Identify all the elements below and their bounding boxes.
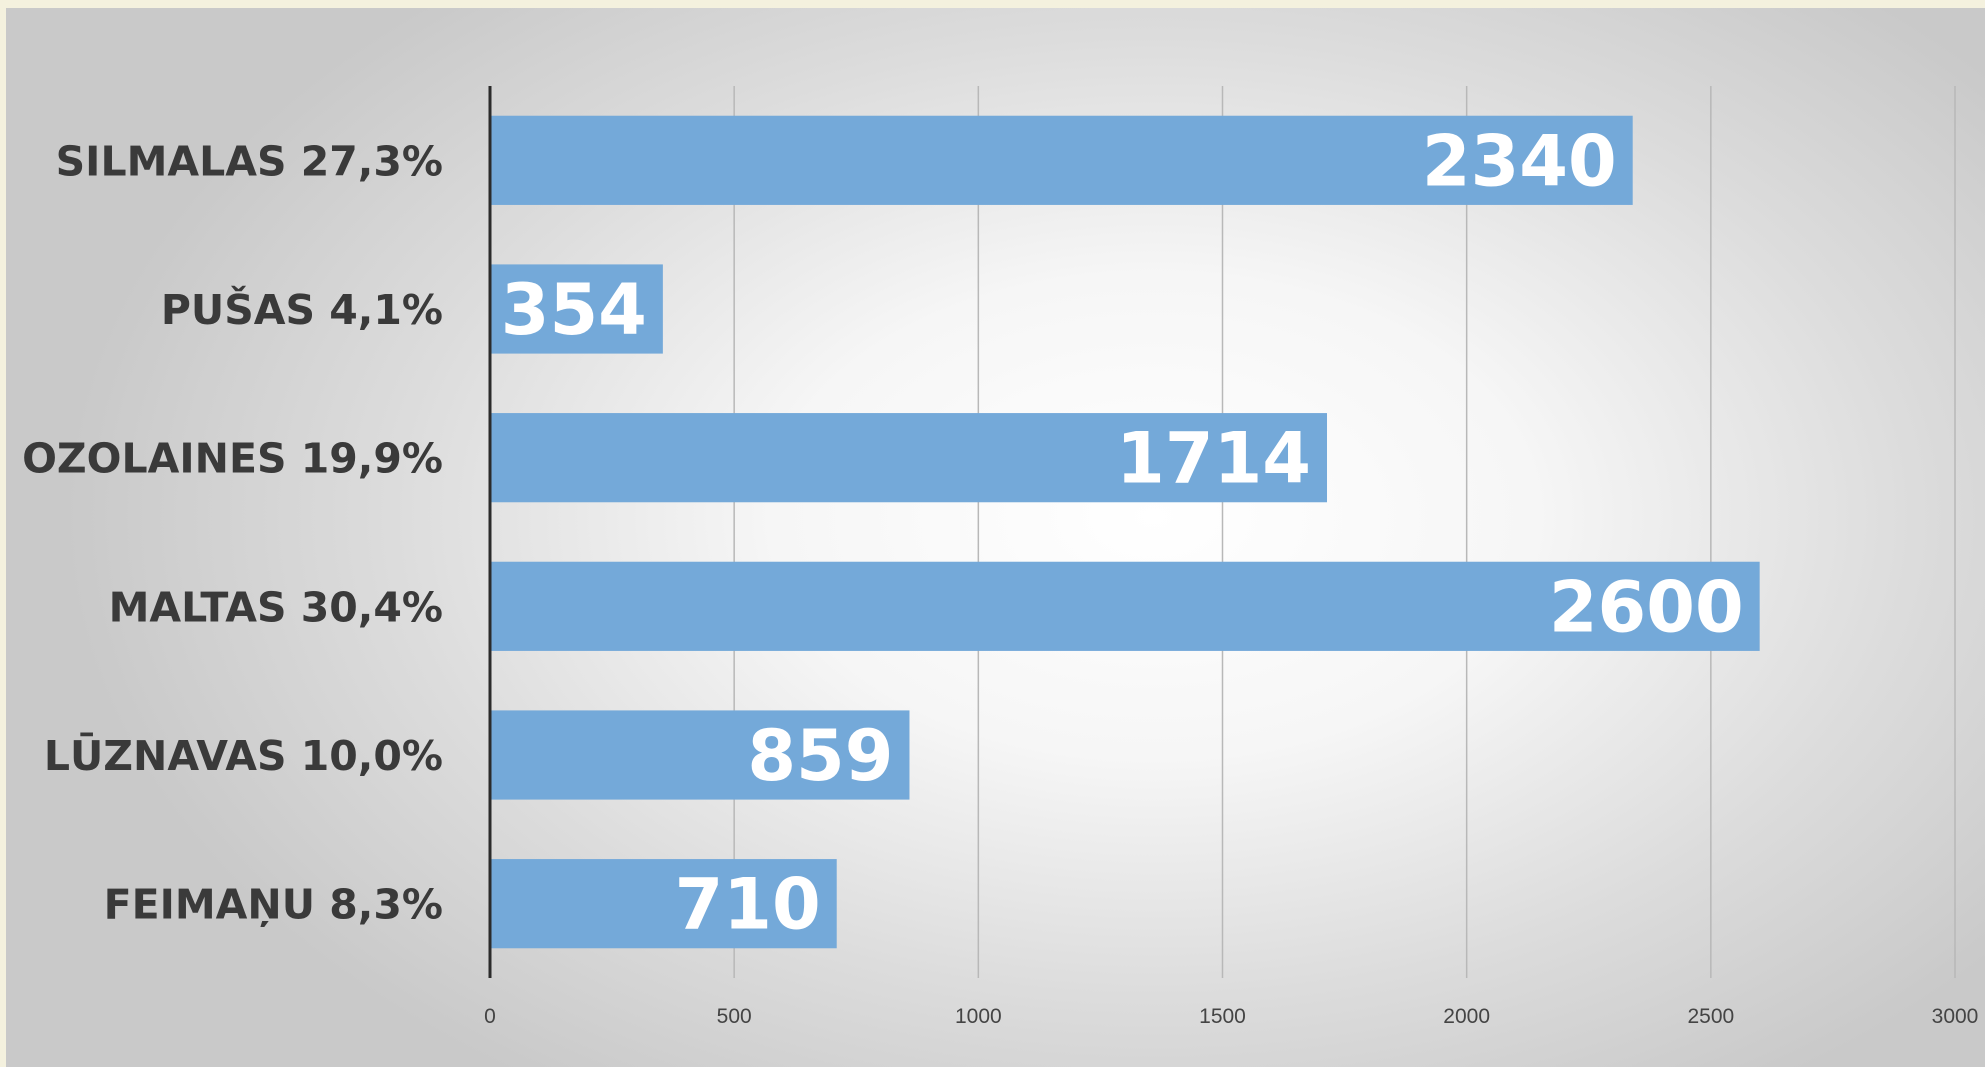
value-labels: 2340 354 1714 2600 859 710 xyxy=(501,120,1744,945)
x-tick-label-500: 500 xyxy=(717,1005,752,1028)
bar-2 xyxy=(490,413,1328,503)
value-label-4: 859 xyxy=(747,715,893,797)
x-tick-label-2500: 2500 xyxy=(1687,1005,1734,1028)
value-label-1: 354 xyxy=(501,269,647,351)
category-label-3: MALTAS 30,4% xyxy=(109,583,443,631)
value-label-3: 2600 xyxy=(1549,566,1744,648)
value-label-2: 1714 xyxy=(1116,418,1311,500)
x-tick-label-2000: 2000 xyxy=(1443,1005,1490,1028)
x-tick-label-0: 0 xyxy=(484,1005,496,1028)
category-label-4: LŪZNAVAS 10,0% xyxy=(44,732,443,780)
bar-5 xyxy=(490,859,837,949)
bar-0 xyxy=(490,115,1633,205)
bar-1 xyxy=(490,264,663,354)
x-tick-label-1000: 1000 xyxy=(955,1005,1002,1028)
category-label-2: OZOLAINES 19,9% xyxy=(22,435,443,483)
bars xyxy=(490,115,1760,949)
value-label-0: 2340 xyxy=(1422,120,1617,202)
bar-3 xyxy=(490,561,1760,651)
x-tick-label-1500: 1500 xyxy=(1199,1005,1246,1028)
value-label-5: 710 xyxy=(675,864,821,946)
gridlines xyxy=(733,86,1956,978)
category-label-1: PUŠAS 4,1% xyxy=(161,286,443,334)
bar-4 xyxy=(490,710,910,800)
x-axis-tick-labels: 0 500 1000 1500 2000 2500 3000 xyxy=(484,1005,1978,1028)
x-tick-label-3000: 3000 xyxy=(1932,1005,1979,1028)
category-label-0: SILMALAS 27,3% xyxy=(56,137,443,185)
category-label-5: FEIMAŅU 8,3% xyxy=(104,881,443,929)
category-labels: SILMALAS 27,3% PUŠAS 4,1% OZOLAINES 19,9% M… xyxy=(22,137,443,928)
